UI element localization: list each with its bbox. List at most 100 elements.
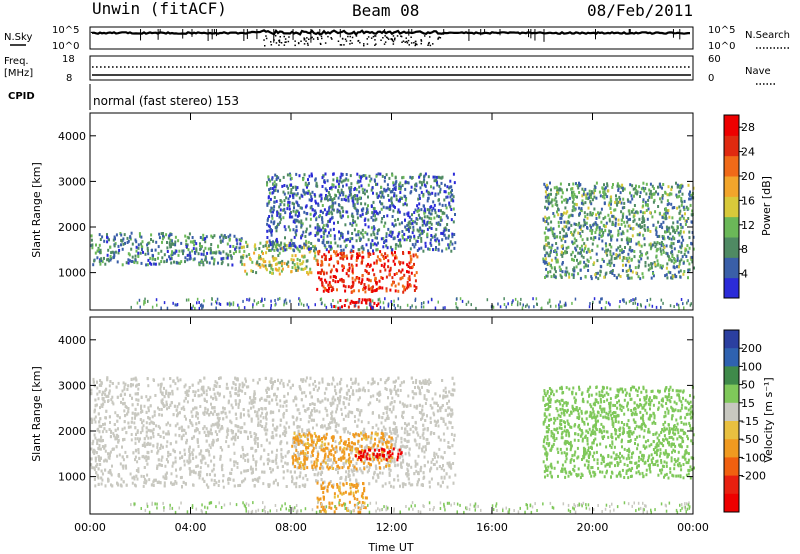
nsky-left-tick-top: 10^5: [52, 25, 79, 36]
nsky-dot: [392, 43, 395, 45]
nsky-dot: [424, 35, 426, 37]
data-cell: [295, 193, 298, 197]
data-cell: [220, 233, 223, 237]
data-cell: [577, 251, 580, 255]
data-cell: [351, 212, 354, 216]
data-cell: [355, 223, 358, 227]
data-cell: [560, 244, 563, 248]
data-cell: [112, 402, 115, 406]
data-cell: [238, 399, 241, 403]
data-cell: [423, 204, 425, 208]
data-cell: [404, 218, 406, 222]
data-cell: [281, 184, 284, 188]
data-cell: [551, 198, 554, 202]
data-cell: [692, 247, 695, 251]
data-cell: [364, 285, 367, 289]
data-cell: [300, 206, 303, 210]
data-cell: [616, 182, 619, 186]
data-cell: [169, 245, 172, 249]
data-cell: [673, 261, 676, 265]
data-cell: [258, 263, 261, 266]
data-cell: [120, 239, 123, 243]
data-cell: [281, 259, 284, 263]
data-cell: [610, 245, 613, 249]
data-cell: [394, 218, 397, 222]
data-cell: [385, 417, 388, 421]
data-cell: [280, 246, 283, 250]
data-cell: [555, 253, 558, 257]
data-cell: [332, 288, 335, 291]
data-cell: [325, 248, 328, 252]
data-cell: [304, 181, 307, 185]
data-cell: [334, 201, 337, 205]
data-cell: [342, 179, 345, 183]
data-cell: [644, 261, 647, 264]
cpid-text: normal (fast stereo) 153: [93, 94, 239, 108]
data-cell: [269, 263, 272, 267]
data-cell: [588, 189, 591, 193]
data-cell: [206, 260, 208, 264]
ground-scatter-cell: [599, 300, 601, 304]
data-cell: [450, 193, 453, 197]
data-cell: [290, 183, 293, 187]
data-cell: [225, 252, 228, 256]
data-cell: [620, 210, 623, 214]
data-cell: [623, 201, 626, 205]
data-cell: [594, 189, 597, 193]
data-cell: [675, 275, 678, 278]
data-cell: [687, 207, 690, 211]
data-cell: [110, 398, 113, 402]
data-cell: [298, 258, 301, 262]
data-cell: [337, 220, 339, 224]
ground-scatter-cell: [147, 299, 149, 303]
data-cell: [677, 231, 680, 235]
data-cell: [578, 191, 581, 194]
data-cell: [370, 305, 372, 309]
data-cell: [414, 242, 417, 246]
data-cell: [177, 239, 180, 243]
data-cell: [277, 211, 280, 215]
data-cell: [330, 289, 333, 293]
data-cell: [418, 233, 421, 237]
data-cell: [348, 266, 351, 270]
nsky-line: [90, 28, 690, 37]
data-cell: [615, 253, 618, 257]
data-cell: [560, 250, 563, 254]
data-cell: [314, 199, 317, 203]
data-cell: [331, 183, 334, 187]
data-cell: [320, 259, 323, 263]
data-cell: [643, 211, 646, 215]
data-cell: [598, 227, 601, 231]
data-cell: [296, 466, 299, 470]
data-cell: [381, 194, 384, 197]
data-cell: [320, 277, 323, 281]
data-cell: [393, 194, 396, 198]
data-cell: [632, 187, 635, 191]
data-cell: [423, 219, 426, 223]
data-cell: [317, 203, 320, 207]
data-cell: [572, 197, 575, 201]
ground-scatter-cell: [285, 301, 288, 305]
data-cell: [453, 181, 456, 185]
data-cell: [543, 231, 546, 235]
data-cell: [654, 245, 657, 249]
data-cell: [628, 212, 631, 216]
data-cell: [653, 198, 656, 202]
ground-scatter-cell: [330, 302, 332, 306]
ground-scatter-cell: [196, 297, 199, 301]
data-cell: [634, 191, 637, 195]
ground-scatter-cell: [379, 305, 382, 309]
ground-scatter-cell: [565, 303, 567, 307]
nsky-dot: [384, 41, 387, 43]
data-cell: [661, 186, 663, 190]
data-cell: [345, 173, 348, 176]
data-cell: [361, 260, 363, 264]
data-cell: [604, 215, 607, 219]
data-cell: [271, 243, 274, 247]
data-cell: [648, 188, 651, 192]
data-cell: [381, 217, 384, 220]
data-cell: [611, 220, 614, 224]
data-cell: [329, 198, 332, 202]
data-cell: [387, 265, 390, 269]
data-cell: [187, 236, 190, 240]
